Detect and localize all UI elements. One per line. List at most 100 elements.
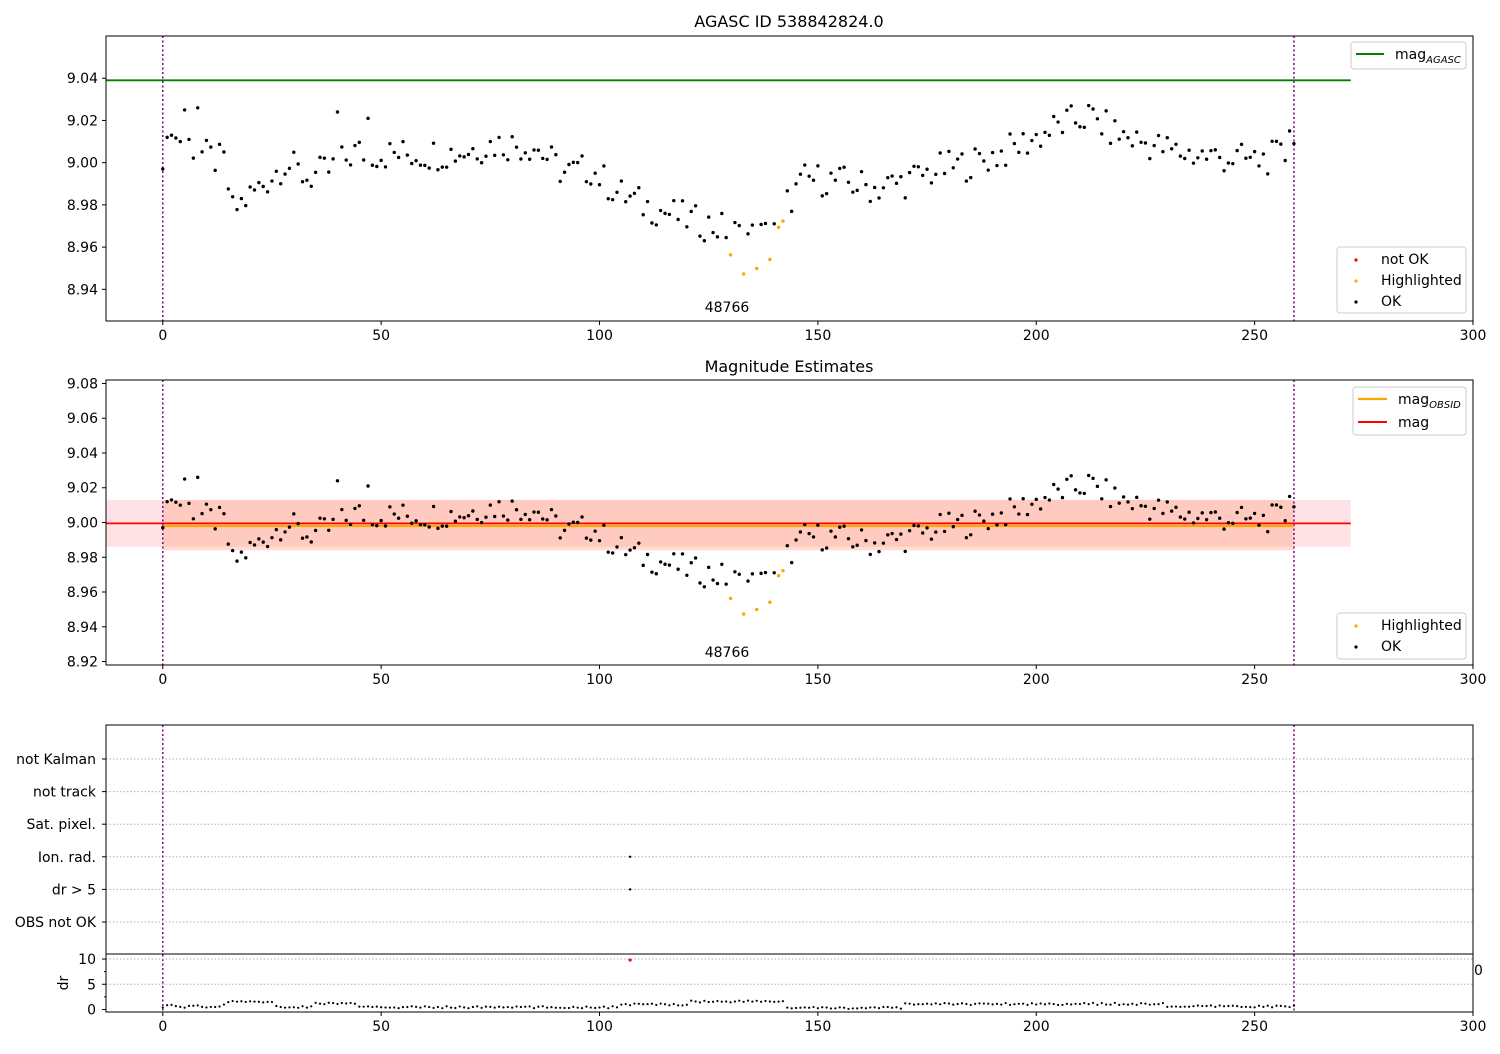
data-point-ok xyxy=(903,549,907,554)
data-point-highlighted xyxy=(768,600,772,604)
dr-point xyxy=(672,1002,675,1006)
dr-point xyxy=(1253,1006,1256,1009)
dr-point xyxy=(589,1006,592,1009)
data-point-ok xyxy=(217,142,222,147)
dr-point xyxy=(432,1006,435,1010)
data-point-ok xyxy=(575,520,580,525)
data-point-ok xyxy=(492,153,497,158)
x-tick-label: 250 xyxy=(1241,1019,1268,1035)
data-point-ok xyxy=(685,225,689,229)
dr-point xyxy=(598,1006,601,1009)
data-point-ok xyxy=(248,540,252,545)
dr-point xyxy=(380,1006,383,1009)
dr-point xyxy=(799,1006,802,1009)
dr-point xyxy=(816,1007,819,1010)
data-point-ok xyxy=(733,570,737,574)
data-point-ok xyxy=(855,188,859,193)
dr-point xyxy=(476,1005,479,1008)
dr-point xyxy=(611,1005,614,1008)
dr-point xyxy=(952,1003,955,1006)
data-point-ok xyxy=(287,525,292,529)
dr-point xyxy=(882,1005,885,1009)
data-point-ok xyxy=(672,552,676,556)
data-point-ok xyxy=(1108,141,1113,146)
data-point-ok xyxy=(379,518,383,523)
data-point-ok xyxy=(1012,141,1017,146)
dr-point xyxy=(532,1007,536,1010)
data-point-ok xyxy=(536,510,541,514)
legend-box xyxy=(1350,41,1467,70)
data-point-ok xyxy=(322,156,327,160)
dr-point xyxy=(218,1005,221,1008)
data-point-ok xyxy=(475,517,479,522)
data-point-ok xyxy=(514,508,519,512)
data-point-ok xyxy=(610,197,615,202)
legend-label-not-ok: not OK xyxy=(1381,252,1429,268)
data-point-ok xyxy=(811,535,816,539)
panel-3-vlines xyxy=(162,725,1295,1012)
dr-point xyxy=(567,1006,571,1010)
panel-3-dr-axis: 0 5 10 xyxy=(78,952,106,1018)
dr-point xyxy=(1288,1005,1291,1009)
data-point-ok xyxy=(405,514,410,518)
data-point-ok xyxy=(165,499,169,504)
data-point-ok xyxy=(602,523,606,527)
data-point-ok xyxy=(1056,120,1060,124)
dr-point xyxy=(166,1004,169,1007)
data-point-ok xyxy=(1292,141,1296,146)
data-point-ok xyxy=(340,507,344,512)
dr-point xyxy=(349,1001,352,1005)
data-point-ok xyxy=(1086,473,1091,478)
data-point-ok xyxy=(942,529,947,534)
data-point-ok xyxy=(182,108,187,112)
dr-point xyxy=(209,1005,212,1009)
data-point-ok xyxy=(161,526,165,530)
dr-point xyxy=(755,999,758,1002)
data-point-ok xyxy=(510,135,514,139)
data-point-ok xyxy=(624,200,628,204)
dr-point xyxy=(851,1007,854,1010)
dr-point xyxy=(777,1000,780,1003)
dr-point xyxy=(1035,1003,1038,1006)
dr-point xyxy=(1275,1004,1278,1007)
data-point-ok xyxy=(964,535,969,540)
data-point-ok xyxy=(536,148,541,152)
data-point-ok xyxy=(724,582,728,586)
y-tick-label: 9.08 xyxy=(67,376,98,392)
data-point-ok xyxy=(1196,516,1200,521)
dr-point xyxy=(934,1002,937,1005)
data-point-ok xyxy=(1279,505,1283,509)
y-tick-label: 9.06 xyxy=(67,411,98,427)
data-point-ok xyxy=(1143,141,1148,145)
data-point-ok xyxy=(1165,135,1169,140)
data-point-ok xyxy=(309,184,313,188)
data-point-ok xyxy=(1257,523,1261,527)
data-point-ok xyxy=(423,523,427,527)
dr-point xyxy=(1091,1001,1095,1005)
data-point-ok xyxy=(1143,504,1148,509)
panel-3-dr-series xyxy=(106,958,1473,1011)
data-point-ok xyxy=(750,572,755,576)
dr-point xyxy=(1083,1001,1086,1005)
data-point-ok xyxy=(270,179,274,183)
data-point-ok xyxy=(506,518,510,522)
data-point-ok xyxy=(1217,516,1222,520)
data-point-ok xyxy=(1270,139,1274,143)
legend-box xyxy=(1336,246,1467,314)
y-tick-label: 8.94 xyxy=(67,282,98,298)
data-point-ok xyxy=(907,528,912,533)
data-point-ok xyxy=(296,521,300,526)
data-point-ok xyxy=(1003,522,1008,527)
x-tick-label: 100 xyxy=(586,1019,613,1035)
dr-point xyxy=(406,1005,409,1009)
dr-tick-label: 10 xyxy=(78,952,96,968)
data-point-ok xyxy=(584,179,589,184)
dr-point xyxy=(812,1005,815,1009)
data-point-ok xyxy=(414,519,418,523)
dr-point xyxy=(956,1002,959,1006)
data-point-ok xyxy=(375,164,379,169)
y-tick-label: 9.00 xyxy=(67,156,98,172)
data-point-ok xyxy=(562,528,567,533)
dr-point xyxy=(318,1002,322,1005)
data-point-ok xyxy=(405,153,410,157)
